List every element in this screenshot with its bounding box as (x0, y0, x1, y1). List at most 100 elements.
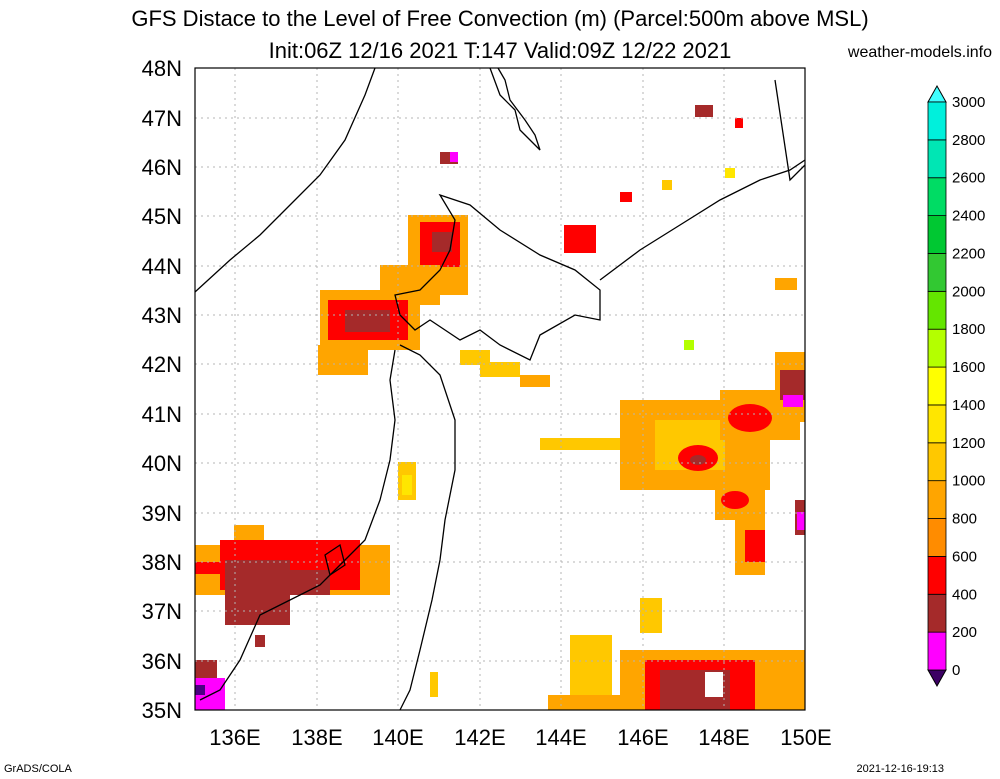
lon-label: 142E (454, 725, 505, 750)
field-patch (432, 232, 452, 252)
colorbar-label: 1800 (952, 321, 985, 338)
lat-label: 41N (142, 402, 182, 427)
colorbar-over-arrow (927, 84, 947, 103)
map-frame (194, 67, 806, 711)
lon-label: 136E (209, 725, 260, 750)
field-patch (480, 362, 520, 377)
lfc-field (195, 105, 805, 710)
colorbar-swatch (927, 290, 947, 330)
colorbar-swatch (927, 253, 947, 292)
lat-label: 47N (142, 106, 182, 131)
field-patch (735, 118, 743, 128)
field-patch (290, 570, 330, 595)
lat-label: 37N (142, 599, 182, 624)
colorbar-label: 1000 (952, 473, 985, 490)
field-patch (725, 168, 735, 178)
lon-label: 144E (535, 725, 586, 750)
field-patch (195, 562, 225, 574)
field-patch (564, 225, 596, 253)
field-patch (728, 404, 772, 432)
field-patch (705, 672, 723, 697)
field-patch (783, 395, 803, 407)
coastline-honshu-east (399, 344, 456, 711)
colorbar-swatch (927, 139, 947, 179)
colorbar-label: 2400 (952, 208, 985, 225)
field-patch (690, 455, 706, 465)
lat-label: 39N (142, 501, 182, 526)
field-patch (684, 340, 694, 350)
coastlines (194, 67, 806, 711)
footer-software: GrADS/COLA (4, 763, 72, 775)
coastline-honshu-west (199, 349, 396, 701)
colorbar-swatch (927, 518, 947, 557)
map-subtitle: Init:06Z 12/16 2021 T:147 Valid:09Z 12/2… (268, 38, 732, 63)
lat-label: 43N (142, 303, 182, 328)
colorbar-swatch (927, 328, 947, 368)
field-patch (225, 560, 290, 625)
colorbar-swatch (927, 556, 947, 595)
lat-label: 46N (142, 155, 182, 180)
coastline-sakhalin (489, 67, 541, 151)
lat-label: 44N (142, 254, 182, 279)
lon-label: 138E (291, 725, 342, 750)
field-patch (721, 491, 749, 509)
colorbar-swatch (927, 177, 947, 217)
colorbar-swatch (927, 101, 947, 141)
field-patch (640, 598, 662, 633)
colorbar-label: 800 (952, 511, 977, 528)
colorbar-label: 1600 (952, 359, 985, 376)
colorbar-label: 1400 (952, 397, 985, 414)
colorbar-label: 2600 (952, 170, 985, 187)
colorbar-swatch (927, 366, 947, 406)
coastline-hokkaido (394, 193, 601, 361)
field-patch (662, 180, 672, 190)
map-title: GFS Distace to the Level of Free Convect… (131, 6, 869, 31)
lat-label: 40N (142, 451, 182, 476)
field-patch (450, 152, 458, 162)
field-patch (345, 310, 390, 332)
field-patch (520, 375, 550, 387)
field-patch (570, 635, 612, 695)
colorbar-label: 400 (952, 586, 977, 603)
lon-axis: 136E 138E 140E 142E 144E 146E 148E 150E (209, 725, 831, 750)
field-patch (402, 475, 412, 495)
lat-axis: 48N 47N 46N 45N 44N 43N 42N 41N 40N 39N … (142, 56, 182, 723)
colorbar-swatch (927, 442, 947, 482)
colorbar-swatch (927, 480, 947, 519)
lat-label: 38N (142, 550, 182, 575)
site-credit: weather-models.info (847, 44, 992, 61)
coastline-kurils (599, 159, 806, 281)
colorbar-under-arrow (927, 669, 947, 688)
colorbar-label: 1200 (952, 435, 985, 452)
field-patch (460, 350, 490, 365)
field-patch (745, 530, 765, 562)
colorbar-swatch (927, 404, 947, 444)
field-patch (695, 105, 713, 117)
field-patch (797, 512, 805, 530)
lat-label: 42N (142, 352, 182, 377)
colorbar-swatch (927, 215, 947, 254)
colorbar-label: 600 (952, 548, 977, 565)
coastline-sado (324, 543, 346, 577)
map-gridlines (195, 68, 805, 710)
colorbar-label: 0 (952, 662, 960, 679)
footer-timestamp: 2021-12-16-19:13 (856, 763, 944, 775)
field-patch (775, 278, 797, 290)
field-patch (255, 635, 265, 647)
field-patch (430, 672, 438, 697)
lon-label: 140E (372, 725, 423, 750)
colorbar-label: 2200 (952, 245, 985, 262)
colorbar-label: 3000 (952, 94, 985, 111)
colorbar-swatch (927, 593, 947, 633)
lat-label: 45N (142, 204, 182, 229)
lon-label: 148E (698, 725, 749, 750)
colorbar: 0 200 400 600 800 1000 1200 1400 1600 1800 2000 220… (927, 84, 985, 688)
lon-label: 150E (780, 725, 831, 750)
coastline-kamchatka (774, 79, 806, 182)
lon-label: 146E (617, 725, 668, 750)
lat-label: 48N (142, 56, 182, 81)
colorbar-label: 2000 (952, 283, 985, 300)
lat-label: 35N (142, 698, 182, 723)
lat-label: 36N (142, 649, 182, 674)
